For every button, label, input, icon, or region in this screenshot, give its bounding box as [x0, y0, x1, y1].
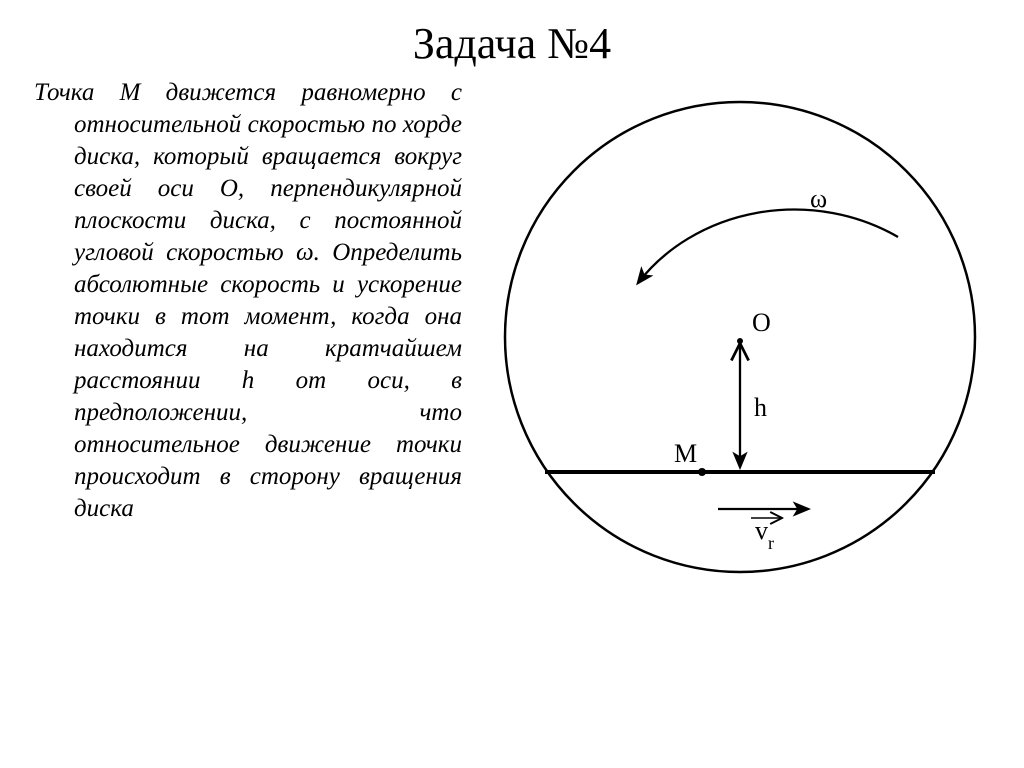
rotation-arc: [638, 210, 898, 283]
center-dot: [737, 338, 743, 344]
problem-text: Точка M движется равномерно с относитель…: [34, 77, 480, 597]
point-m-dot: [698, 468, 706, 476]
physics-diagram: ω Oh Mvr: [480, 77, 1000, 597]
vr-label: vr: [755, 516, 774, 553]
problem-title: Задача №4: [0, 0, 1024, 77]
point-m-label: M: [674, 439, 697, 468]
page: { "title": "Задача №4", "problem_text": …: [0, 0, 1024, 768]
problem-paragraph: Точка M движется равномерно с относитель…: [34, 77, 462, 525]
figure-column: ω Oh Mvr: [480, 77, 1000, 597]
h-label: h: [754, 393, 767, 422]
center-label: O: [752, 308, 771, 337]
disk-circle: [505, 102, 975, 572]
content-row: Точка M движется равномерно с относитель…: [0, 77, 1024, 597]
omega-label: ω: [810, 184, 827, 213]
